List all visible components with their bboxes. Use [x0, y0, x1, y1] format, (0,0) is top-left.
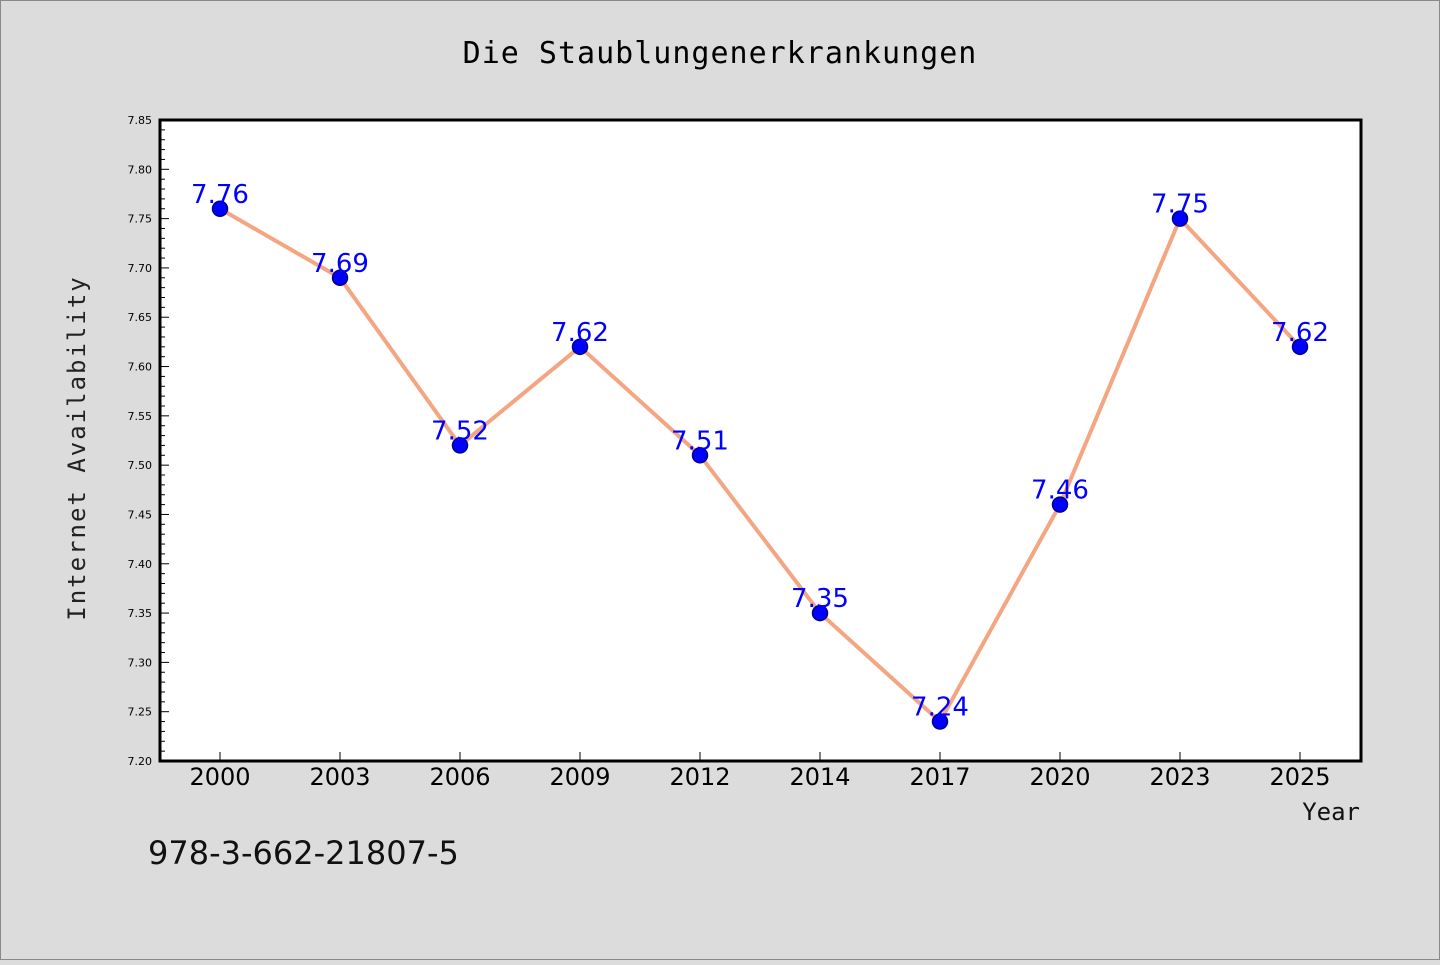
data-label: 7.52 — [431, 416, 489, 446]
y-tick-label: 7.35 — [128, 607, 153, 620]
data-label: 7.75 — [1151, 190, 1209, 220]
y-tick-label: 7.20 — [128, 755, 153, 768]
x-tick-label: 2009 — [549, 763, 610, 791]
y-axis-label: Internet Availability — [63, 275, 91, 620]
y-tick-label: 7.65 — [128, 311, 153, 324]
x-tick-label: 2020 — [1029, 763, 1090, 791]
data-point — [1291, 338, 1309, 356]
x-tick-label: 2025 — [1269, 763, 1330, 791]
series-line — [219, 207, 1302, 724]
y-tick-label: 7.60 — [128, 361, 153, 374]
data-label: 7.69 — [311, 249, 369, 279]
x-tick-label: 2000 — [189, 763, 250, 791]
data-point — [571, 338, 589, 356]
chart-title: Die Staublungenerkrankungen — [463, 36, 978, 71]
y-tick-label: 7.30 — [128, 656, 153, 669]
x-axis: 2000 2003 2006 2009 2012 2014 2017 2020 2023 2025 — [189, 752, 1331, 791]
data-point — [1051, 496, 1069, 513]
x-axis-label: Year — [1302, 798, 1360, 826]
data-label: 7.51 — [671, 426, 729, 456]
x-tick-label: 2006 — [429, 763, 490, 791]
y-tick-label: 7.80 — [128, 163, 153, 176]
data-labels: 7.76 7.69 7.52 7.62 7.51 7.35 7.24 7.46 7.75 7.62 — [191, 180, 1329, 723]
data-point — [691, 447, 709, 464]
y-tick-label: 7.75 — [128, 213, 153, 226]
isbn-footer: 978-3-662-21807-5 — [148, 834, 459, 872]
y-tick-label: 7.25 — [128, 706, 153, 719]
data-point — [931, 713, 949, 730]
y-tick-label: 7.45 — [128, 508, 153, 521]
x-tick-label: 2012 — [669, 763, 730, 791]
y-tick-label: 7.55 — [128, 410, 153, 423]
data-point — [451, 437, 469, 454]
data-series — [211, 200, 1309, 730]
x-tick-label: 2023 — [1149, 763, 1210, 791]
y-tick-label: 7.40 — [128, 558, 153, 571]
x-tick-label: 2003 — [309, 763, 370, 791]
data-point — [1171, 210, 1189, 227]
x-tick-label: 2017 — [909, 763, 970, 791]
y-tick-label: 7.70 — [128, 262, 153, 275]
data-label: 7.35 — [791, 584, 849, 614]
data-point — [811, 604, 829, 622]
data-label: 7.62 — [1271, 318, 1329, 348]
y-tick-label: 7.85 — [128, 114, 153, 127]
data-label: 7.76 — [191, 180, 249, 210]
y-tick-label: 7.50 — [128, 459, 153, 472]
data-point — [211, 200, 229, 218]
x-tick-label: 2014 — [789, 763, 850, 791]
data-label: 7.62 — [551, 318, 609, 348]
data-label: 7.24 — [911, 693, 969, 723]
data-point — [331, 269, 349, 287]
data-label: 7.46 — [1031, 476, 1089, 506]
plot-frame — [158, 118, 1363, 763]
plot-area — [160, 120, 1361, 761]
